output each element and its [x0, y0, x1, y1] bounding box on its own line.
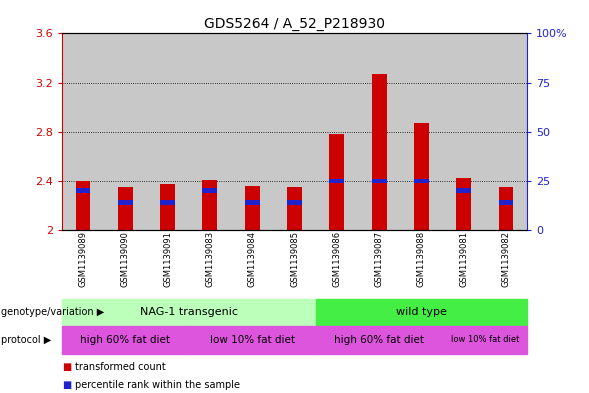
Text: genotype/variation ▶: genotype/variation ▶ — [1, 307, 104, 318]
Bar — [62, 33, 104, 230]
Bar — [401, 33, 442, 230]
Bar — [147, 33, 188, 230]
Bar — [231, 33, 273, 230]
Bar — [245, 200, 260, 204]
Text: low 10% fat diet: low 10% fat diet — [451, 336, 519, 344]
Bar — [442, 33, 485, 230]
Bar — [75, 188, 90, 193]
Bar — [62, 299, 316, 326]
Bar — [456, 188, 471, 193]
Bar — [188, 326, 316, 354]
Bar — [442, 326, 527, 354]
Bar — [231, 33, 273, 230]
Text: high 60% fat diet: high 60% fat diet — [80, 335, 170, 345]
Bar — [160, 184, 175, 230]
Bar — [372, 74, 386, 230]
Bar — [118, 187, 133, 230]
Bar — [414, 123, 429, 230]
Bar — [273, 33, 316, 230]
Bar — [316, 299, 527, 326]
Bar — [203, 180, 217, 230]
Bar — [245, 185, 260, 230]
Text: ■: ■ — [62, 362, 71, 373]
Bar — [287, 187, 302, 230]
Bar — [104, 33, 147, 230]
Bar — [499, 200, 514, 204]
Bar — [62, 33, 104, 230]
Bar — [372, 178, 386, 183]
Bar — [456, 178, 471, 230]
Text: NAG-1 transgenic: NAG-1 transgenic — [140, 307, 238, 318]
Bar — [414, 178, 429, 183]
Bar — [287, 200, 302, 204]
Bar — [329, 134, 344, 230]
Bar — [147, 33, 188, 230]
Bar — [62, 326, 188, 354]
Bar — [358, 33, 401, 230]
Bar — [358, 33, 401, 230]
Bar — [273, 33, 316, 230]
Bar — [316, 33, 358, 230]
Bar — [188, 33, 231, 230]
Text: wild type: wild type — [396, 307, 447, 318]
Bar — [203, 188, 217, 193]
Bar — [160, 200, 175, 204]
Bar — [104, 33, 147, 230]
Bar — [485, 33, 527, 230]
Bar — [316, 326, 442, 354]
Text: ■: ■ — [62, 380, 71, 390]
Bar — [316, 33, 358, 230]
Text: high 60% fat diet: high 60% fat diet — [334, 335, 424, 345]
Bar — [188, 33, 231, 230]
Bar — [118, 200, 133, 204]
Bar — [401, 33, 442, 230]
Text: protocol ▶: protocol ▶ — [1, 335, 51, 345]
Text: low 10% fat diet: low 10% fat diet — [210, 335, 294, 345]
Title: GDS5264 / A_52_P218930: GDS5264 / A_52_P218930 — [204, 17, 385, 31]
Bar — [442, 33, 485, 230]
Bar — [329, 178, 344, 183]
Bar — [485, 33, 527, 230]
Text: transformed count: transformed count — [75, 362, 166, 373]
Bar — [75, 181, 90, 230]
Bar — [499, 187, 514, 230]
Text: percentile rank within the sample: percentile rank within the sample — [75, 380, 240, 390]
